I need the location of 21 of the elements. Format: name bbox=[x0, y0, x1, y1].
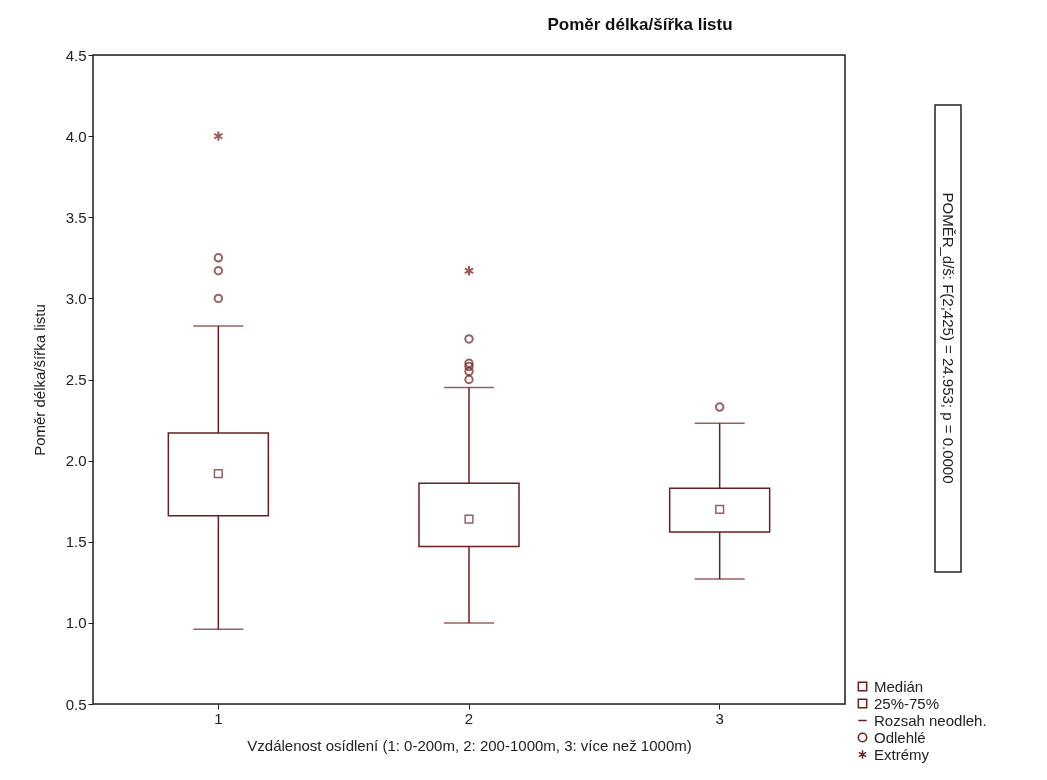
x-axis-title: Vzdálenost osídlení (1: 0-200m, 2: 200-1000m, 3: více než 1000m) bbox=[247, 736, 692, 754]
y-axis-title: Poměr délka/šířka listu bbox=[30, 304, 48, 456]
text: Odlehlé bbox=[874, 728, 926, 746]
text: POMĚR_d/š: F(2;425) = 24.953; p = 0.0000 bbox=[940, 192, 957, 484]
y-tick-label: 2.5 bbox=[65, 371, 87, 388]
x-tick-label: 1 bbox=[214, 709, 223, 727]
y-tick-label: 1.5 bbox=[65, 533, 87, 551]
y-tick-label: 1.0 bbox=[65, 614, 87, 632]
y-tick-label: 4.5 bbox=[65, 46, 87, 64]
x-tick-label: 3 bbox=[715, 709, 724, 727]
chart-title: Poměr délka/šířka listu bbox=[547, 15, 733, 34]
y-tick-label: 4.0 bbox=[65, 127, 87, 145]
x-tick-label: 2 bbox=[464, 709, 474, 727]
y-tick-label: 3.5 bbox=[65, 208, 87, 226]
y-tick-label: 0.5 bbox=[65, 695, 87, 713]
text: Rozsah neodleh. bbox=[874, 711, 987, 729]
legend-label: Extrémy bbox=[874, 745, 930, 763]
text: Medián bbox=[874, 677, 924, 695]
y-tick-label: 3.0 bbox=[65, 289, 87, 307]
legend-label: 25%-75% bbox=[874, 694, 940, 712]
y-tick-label: 2.0 bbox=[65, 452, 87, 470]
